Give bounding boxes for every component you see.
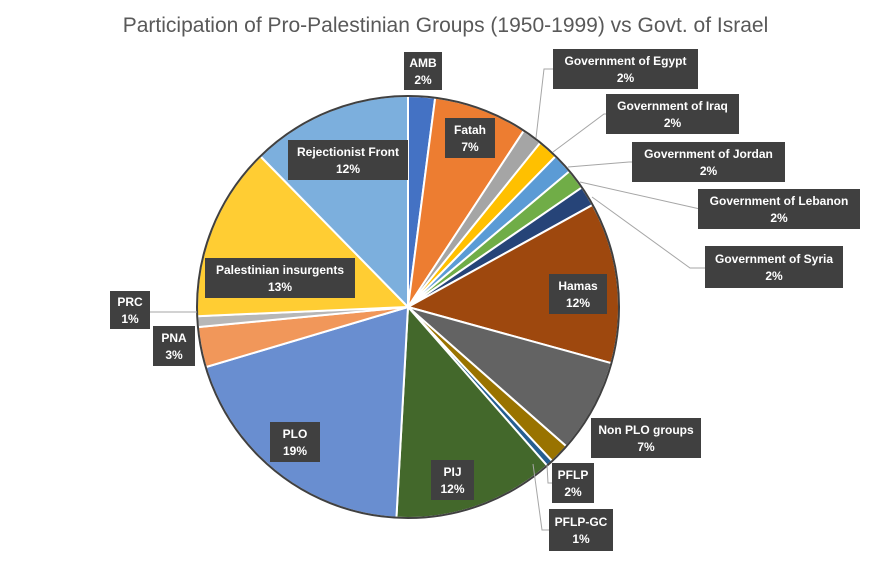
data-label-category: Non PLO groups [598,423,694,437]
data-label-category: Hamas [558,279,598,293]
data-label-category: PFLP [558,468,589,482]
data-label-box [606,94,739,134]
data-label-category: PLO [283,427,308,441]
data-label-category: Rejectionist Front [297,145,399,159]
data-label-box [270,422,320,462]
data-label-value: 2% [414,73,432,87]
data-label-box [110,291,150,329]
data-label-value: 12% [336,162,360,176]
data-label-value: 2% [664,116,682,130]
data-label-government-of-jordan: Government of Jordan 2% [632,142,785,182]
data-label-category: PRC [117,295,143,309]
leader-line-government-of-jordan [567,161,638,168]
data-label-value: 13% [268,280,292,294]
data-label-value: 19% [283,444,307,458]
data-label-rejectionist-front: Rejectionist Front 12% [288,140,408,180]
data-label-value: 2% [765,269,783,283]
data-label-non-plo-groups: Non PLO groups 7% [591,418,701,458]
data-label-box [552,463,594,503]
data-label-category: Government of Lebanon [710,194,849,208]
data-label-category: PNA [161,331,187,345]
data-label-government-of-syria: Government of Syria 2% [705,246,843,288]
data-label-value: 7% [461,140,479,154]
leader-line-pflp-gc [532,463,549,531]
data-label-value: 2% [770,211,788,225]
data-label-value: 12% [440,482,464,496]
data-label-box [404,52,442,90]
data-label-pflp-gc: PFLP-GC 1% [549,509,613,551]
data-label-value: 1% [121,312,139,326]
data-label-amb: AMB 2% [404,52,442,90]
data-label-category: Government of Iraq [617,99,728,113]
data-label-government-of-iraq: Government of Iraq 2% [606,94,739,134]
data-label-box [698,189,860,229]
data-label-category: AMB [409,56,437,70]
data-label-box [431,460,474,500]
data-label-category: PIJ [443,465,461,479]
data-label-box [153,326,195,366]
data-label-box [288,140,408,180]
leader-line-government-of-iraq [552,113,612,153]
data-label-category: Government of Syria [715,252,833,266]
data-label-box [549,274,607,314]
data-label-government-of-lebanon: Government of Lebanon 2% [698,189,860,229]
data-label-box [632,142,785,182]
data-label-category: Government of Jordan [644,147,773,161]
leader-line-government-of-syria [591,196,706,269]
data-label-government-of-egypt: Government of Egypt 2% [553,49,698,89]
data-label-value: 2% [617,71,635,85]
data-label-category: Palestinian insurgents [216,263,344,277]
data-label-box [445,118,495,158]
pie-outline [196,95,620,519]
data-label-box [591,418,701,458]
data-label-fatah: Fatah 7% [445,118,495,158]
data-label-value: 1% [572,532,590,546]
data-label-palestinian-insurgents: Palestinian insurgents 13% [205,258,355,298]
data-label-value: 3% [165,348,183,362]
data-label-plo: PLO 19% [270,422,320,462]
data-label-pij: PIJ 12% [431,460,474,500]
data-label-box [705,246,843,288]
data-label-prc: PRC 1% [110,291,150,329]
leader-line-pflp [546,464,552,484]
data-label-category: PFLP-GC [555,515,608,529]
data-label-category: Fatah [454,123,486,137]
leader-line-government-of-lebanon [579,181,701,210]
data-label-value: 2% [700,164,718,178]
data-label-box [549,509,613,551]
data-label-value: 2% [564,485,582,499]
data-label-category: Government of Egypt [564,54,686,68]
data-label-value: 7% [637,440,655,454]
data-label-pna: PNA 3% [153,326,195,366]
data-label-box [205,258,355,298]
data-label-box [553,49,698,89]
data-label-hamas: Hamas 12% [549,274,607,314]
chart-title: Participation of Pro-Palestinian Groups … [122,14,769,37]
data-label-value: 12% [566,296,590,310]
data-label-pflp: PFLP 2% [552,463,594,503]
